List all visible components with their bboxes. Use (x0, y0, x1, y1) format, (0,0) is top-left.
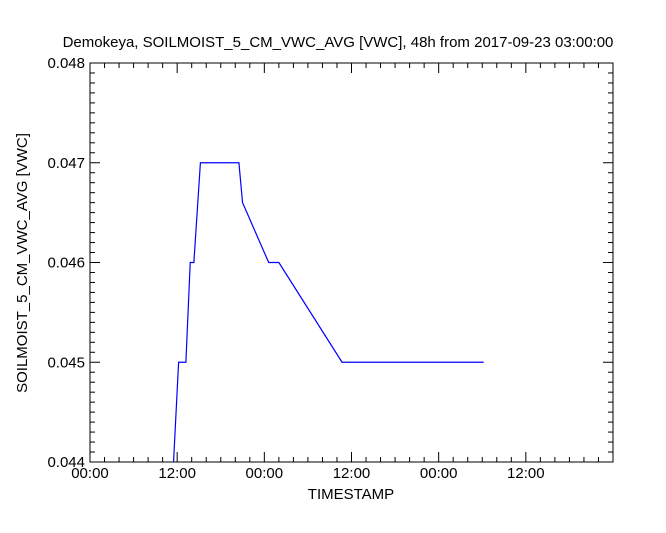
tick-labels: 00:00 12:00 00:00 12:00 00:00 12:00 0.044 0.045… (47, 55, 544, 482)
x-tick-label: 00:00 (71, 465, 109, 482)
y-axis-label: SOILMOIST_5_CM_VWC_AVG [VWC] (14, 133, 31, 393)
series-line (172, 162, 484, 462)
y-tick-label: 0.047 (47, 155, 85, 172)
plot-frame (89, 62, 614, 463)
x-tick-label: 12:00 (507, 465, 545, 482)
x-tick-label: 00:00 (246, 465, 284, 482)
tick-marks (89, 62, 614, 463)
x-tick-label: 00:00 (420, 465, 458, 482)
y-tick-label: 0.048 (47, 55, 85, 72)
x-tick-label: 12:00 (158, 465, 196, 482)
series-layer (172, 162, 484, 462)
chart-title: Demokeya, SOILMOIST_5_CM_VWC_AVG [VWC], … (63, 34, 614, 51)
x-axis-label: TIMESTAMP (308, 486, 394, 503)
y-tick-label: 0.045 (47, 354, 85, 371)
y-tick-label: 0.046 (47, 255, 85, 272)
y-tick-label: 0.044 (47, 454, 85, 471)
x-tick-label: 12:00 (333, 465, 371, 482)
